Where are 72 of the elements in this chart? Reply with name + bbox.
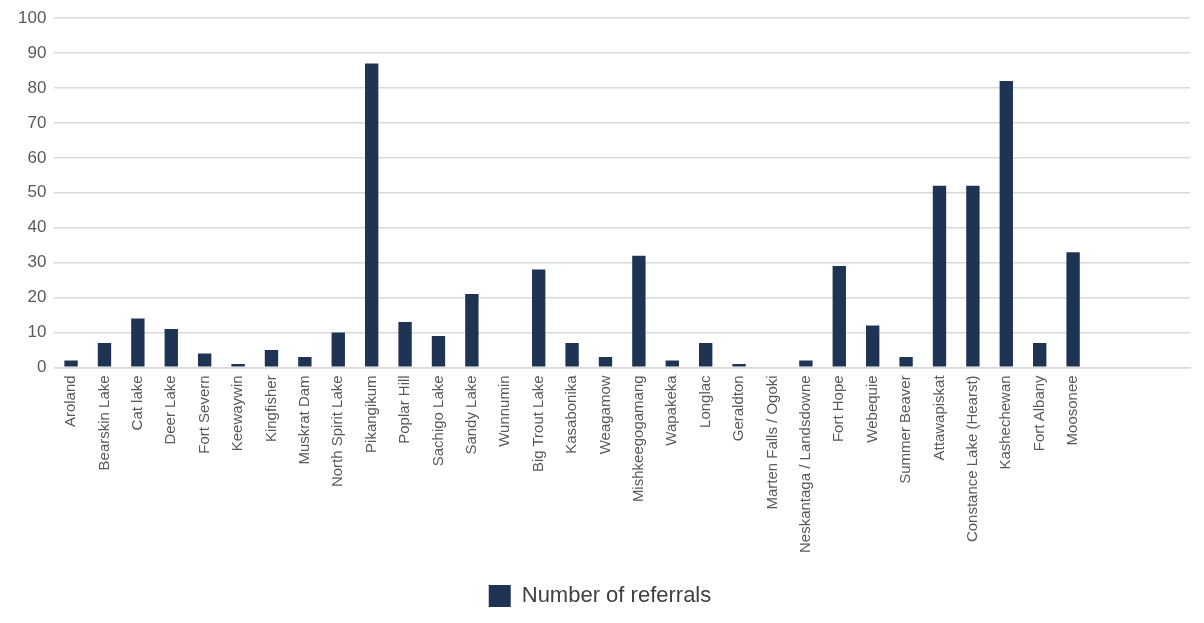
bar xyxy=(164,328,178,367)
x-tick-label: Marten Falls / Ogoki xyxy=(762,375,780,510)
y-tick-label: 80 xyxy=(27,77,47,97)
x-tick-label: Mishkeegogamang xyxy=(629,375,647,503)
x-tick-label: Kingfisher xyxy=(261,375,279,443)
y-tick-label: 40 xyxy=(27,217,47,237)
bar xyxy=(197,353,212,367)
y-tick-label: 60 xyxy=(27,147,47,167)
y-tick-label: 50 xyxy=(27,182,47,202)
bar xyxy=(999,81,1013,367)
x-tick-label: Big Trout Lake xyxy=(528,375,546,473)
bar xyxy=(465,294,479,367)
bar xyxy=(364,63,379,367)
bar xyxy=(932,185,947,367)
x-tick-label: Geraldton xyxy=(729,375,747,442)
bar xyxy=(832,266,846,367)
x-tick-label: Weagamow xyxy=(595,375,613,455)
x-tick-label: Deer Lake xyxy=(161,375,179,445)
bar xyxy=(699,342,713,367)
x-tick-label: Wunnumin xyxy=(495,375,513,447)
bar xyxy=(799,360,813,367)
y-tick-label: 30 xyxy=(27,252,47,272)
x-tick-label: Fort Severn xyxy=(194,375,212,454)
bar xyxy=(732,363,746,367)
x-tick-label: Kashechewan xyxy=(996,375,1014,470)
x-tick-label: Neskantaga / Landsdowne xyxy=(796,375,814,554)
bar xyxy=(231,363,245,367)
x-tick-label: Fort Albany xyxy=(1029,374,1047,452)
legend-label: Number of referrals xyxy=(521,582,712,608)
y-tick-label: 20 xyxy=(27,287,47,307)
bar xyxy=(665,360,679,367)
bar xyxy=(298,356,312,367)
bar xyxy=(264,349,279,367)
x-tick-label: North Spirit Lake xyxy=(328,375,346,488)
x-tick-label: Constance Lake (Hearst) xyxy=(963,375,981,543)
bar xyxy=(398,321,412,367)
x-tick-label: Aroland xyxy=(61,375,79,428)
bar xyxy=(565,342,579,367)
y-tick-label: 100 xyxy=(17,7,47,27)
x-tick-label: Summer Beaver xyxy=(896,375,914,484)
x-tick-label: Attawapiskat xyxy=(929,374,947,461)
x-tick-label: Muskrat Dam xyxy=(295,375,313,465)
x-tick-label: Webequie xyxy=(862,375,880,443)
y-tick-label: 70 xyxy=(27,112,47,132)
bar xyxy=(1033,342,1047,367)
x-tick-label: Pikangikum xyxy=(361,375,379,453)
x-tick-label: Sandy Lake xyxy=(462,375,480,455)
x-tick-label: Wapakeka xyxy=(662,374,680,446)
y-tick-label: 90 xyxy=(27,42,47,62)
x-tick-label: Longlac xyxy=(695,374,713,428)
y-tick-label: 10 xyxy=(27,322,47,342)
x-tick-label: Moosonee xyxy=(1063,375,1081,446)
bar xyxy=(1066,252,1080,367)
x-tick-label: Kasabonika xyxy=(562,374,580,454)
bar xyxy=(532,269,546,367)
bar xyxy=(966,185,980,367)
x-tick-label: Poplar Hill xyxy=(395,375,413,444)
y-tick-label: 0 xyxy=(36,357,47,377)
bar xyxy=(97,342,112,367)
x-tick-label: Keewaywin xyxy=(228,375,246,452)
x-tick-label: Cat lake xyxy=(128,375,146,431)
bar xyxy=(866,325,880,367)
bar xyxy=(899,356,913,367)
x-tick-label: Sachigo Lake xyxy=(428,375,446,467)
bar xyxy=(632,255,646,367)
x-tick-label: Fort Hope xyxy=(829,375,847,443)
bar xyxy=(431,335,446,367)
bar xyxy=(131,318,145,367)
bar xyxy=(64,360,78,367)
bar xyxy=(598,356,613,367)
bar xyxy=(331,332,345,367)
x-tick-label: Bearskin Lake xyxy=(94,375,112,471)
